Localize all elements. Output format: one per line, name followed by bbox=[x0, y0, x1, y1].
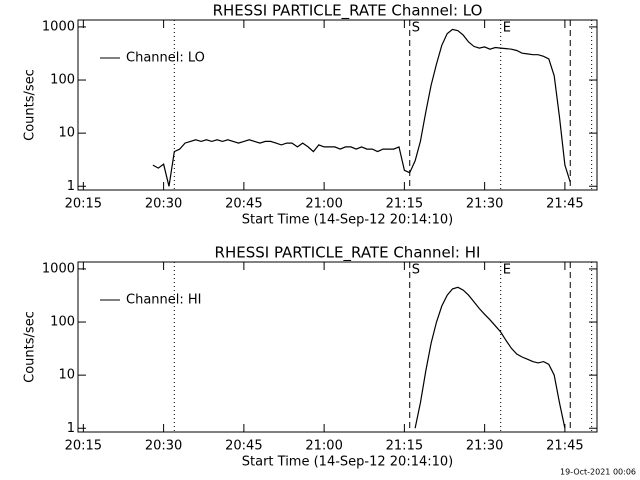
x-tick-label: 20:30 bbox=[145, 197, 182, 212]
y-tick-label: 1000 bbox=[42, 19, 75, 34]
x-tick-label: 21:45 bbox=[546, 197, 583, 212]
y-tick-label: 10 bbox=[58, 126, 75, 141]
marker-label: E bbox=[503, 21, 511, 36]
y-tick-label: 10 bbox=[58, 368, 75, 383]
x-tick-label: 20:30 bbox=[145, 439, 182, 454]
x-tick-label: 21:45 bbox=[546, 439, 583, 454]
x-tick-label: 20:15 bbox=[65, 439, 102, 454]
y-tick-label: 100 bbox=[50, 315, 75, 330]
plot-frame bbox=[77, 261, 598, 433]
data-line bbox=[414, 286, 566, 429]
y-axis-label: Counts/sec bbox=[23, 69, 38, 141]
x-tick-label: 20:15 bbox=[65, 197, 102, 212]
marker-label: E bbox=[503, 263, 511, 278]
x-axis-label: Start Time (14-Sep-12 20:14:10) bbox=[242, 213, 453, 228]
x-tick-label: 21:30 bbox=[466, 439, 503, 454]
y-tick-label: 100 bbox=[50, 73, 75, 88]
x-tick-label: 21:30 bbox=[466, 197, 503, 212]
x-tick-label: 21:15 bbox=[386, 439, 423, 454]
y-tick-label: 1 bbox=[67, 421, 75, 436]
data-line bbox=[152, 28, 571, 187]
x-tick-label: 20:45 bbox=[225, 197, 262, 212]
footer: 19-Oct-2021 00:06 bbox=[560, 468, 636, 477]
plot-frame bbox=[77, 19, 598, 191]
chart-title: RHESSI PARTICLE_RATE Channel: LO bbox=[213, 2, 483, 21]
x-axis-label: Start Time (14-Sep-12 20:14:10) bbox=[242, 455, 453, 470]
x-tick-label: 21:00 bbox=[305, 439, 342, 454]
x-tick-label: 21:00 bbox=[305, 197, 342, 212]
marker-label: S bbox=[412, 21, 420, 36]
y-tick-label: 1000 bbox=[42, 261, 75, 276]
marker-label: S bbox=[412, 263, 420, 278]
x-tick-label: 21:15 bbox=[386, 197, 423, 212]
x-tick-label: 20:45 bbox=[225, 439, 262, 454]
chart-title: RHESSI PARTICLE_RATE Channel: HI bbox=[215, 244, 481, 263]
legend-label: Channel: HI bbox=[126, 293, 202, 308]
legend-label: Channel: LO bbox=[126, 51, 205, 66]
y-tick-label: 1 bbox=[67, 179, 75, 194]
y-axis-label: Counts/sec bbox=[23, 311, 38, 383]
